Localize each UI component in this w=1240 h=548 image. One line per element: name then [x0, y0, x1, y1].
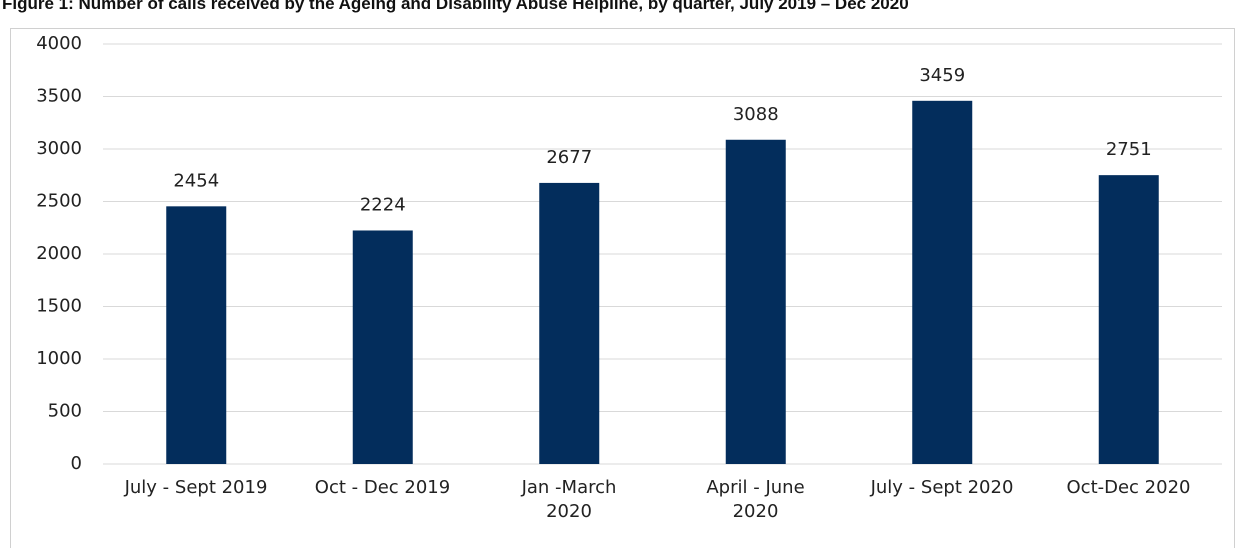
y-tick-label: 0: [71, 453, 82, 474]
data-label: 2751: [1106, 139, 1152, 160]
x-tick-label: Jan -March 2020: [521, 477, 617, 522]
bar: [1098, 175, 1159, 464]
y-tick-label: 500: [48, 401, 82, 422]
bar: [539, 182, 600, 465]
x-tick-label: Oct - Dec 2019: [314, 477, 451, 498]
bar: [912, 100, 973, 465]
data-label: 2677: [546, 147, 592, 168]
chart-frame: [10, 28, 1235, 548]
y-tick-label: 4000: [36, 33, 82, 54]
y-tick-label: 3500: [36, 86, 82, 107]
y-tick-label: 1000: [36, 348, 82, 369]
x-tick-label: April - June 2020: [706, 477, 805, 522]
data-label: 2224: [360, 194, 406, 215]
y-tick-label: 1500: [36, 296, 82, 317]
y-tick-label: 2500: [36, 191, 82, 212]
y-tick-label: 2000: [36, 243, 82, 264]
data-label: 3088: [733, 104, 779, 125]
y-tick-label: 3000: [36, 138, 82, 159]
x-tick-label: July - Sept 2020: [870, 477, 1014, 498]
data-label: 2454: [173, 170, 219, 191]
bar: [352, 230, 413, 464]
bar: [725, 139, 786, 464]
x-tick-label: Oct-Dec 2020: [1066, 477, 1191, 498]
bar: [166, 206, 227, 464]
data-label: 3459: [919, 65, 965, 86]
x-tick-label: July - Sept 2019: [124, 477, 268, 498]
chart-title: Figure 1: Number of calls received by th…: [2, 0, 909, 13]
